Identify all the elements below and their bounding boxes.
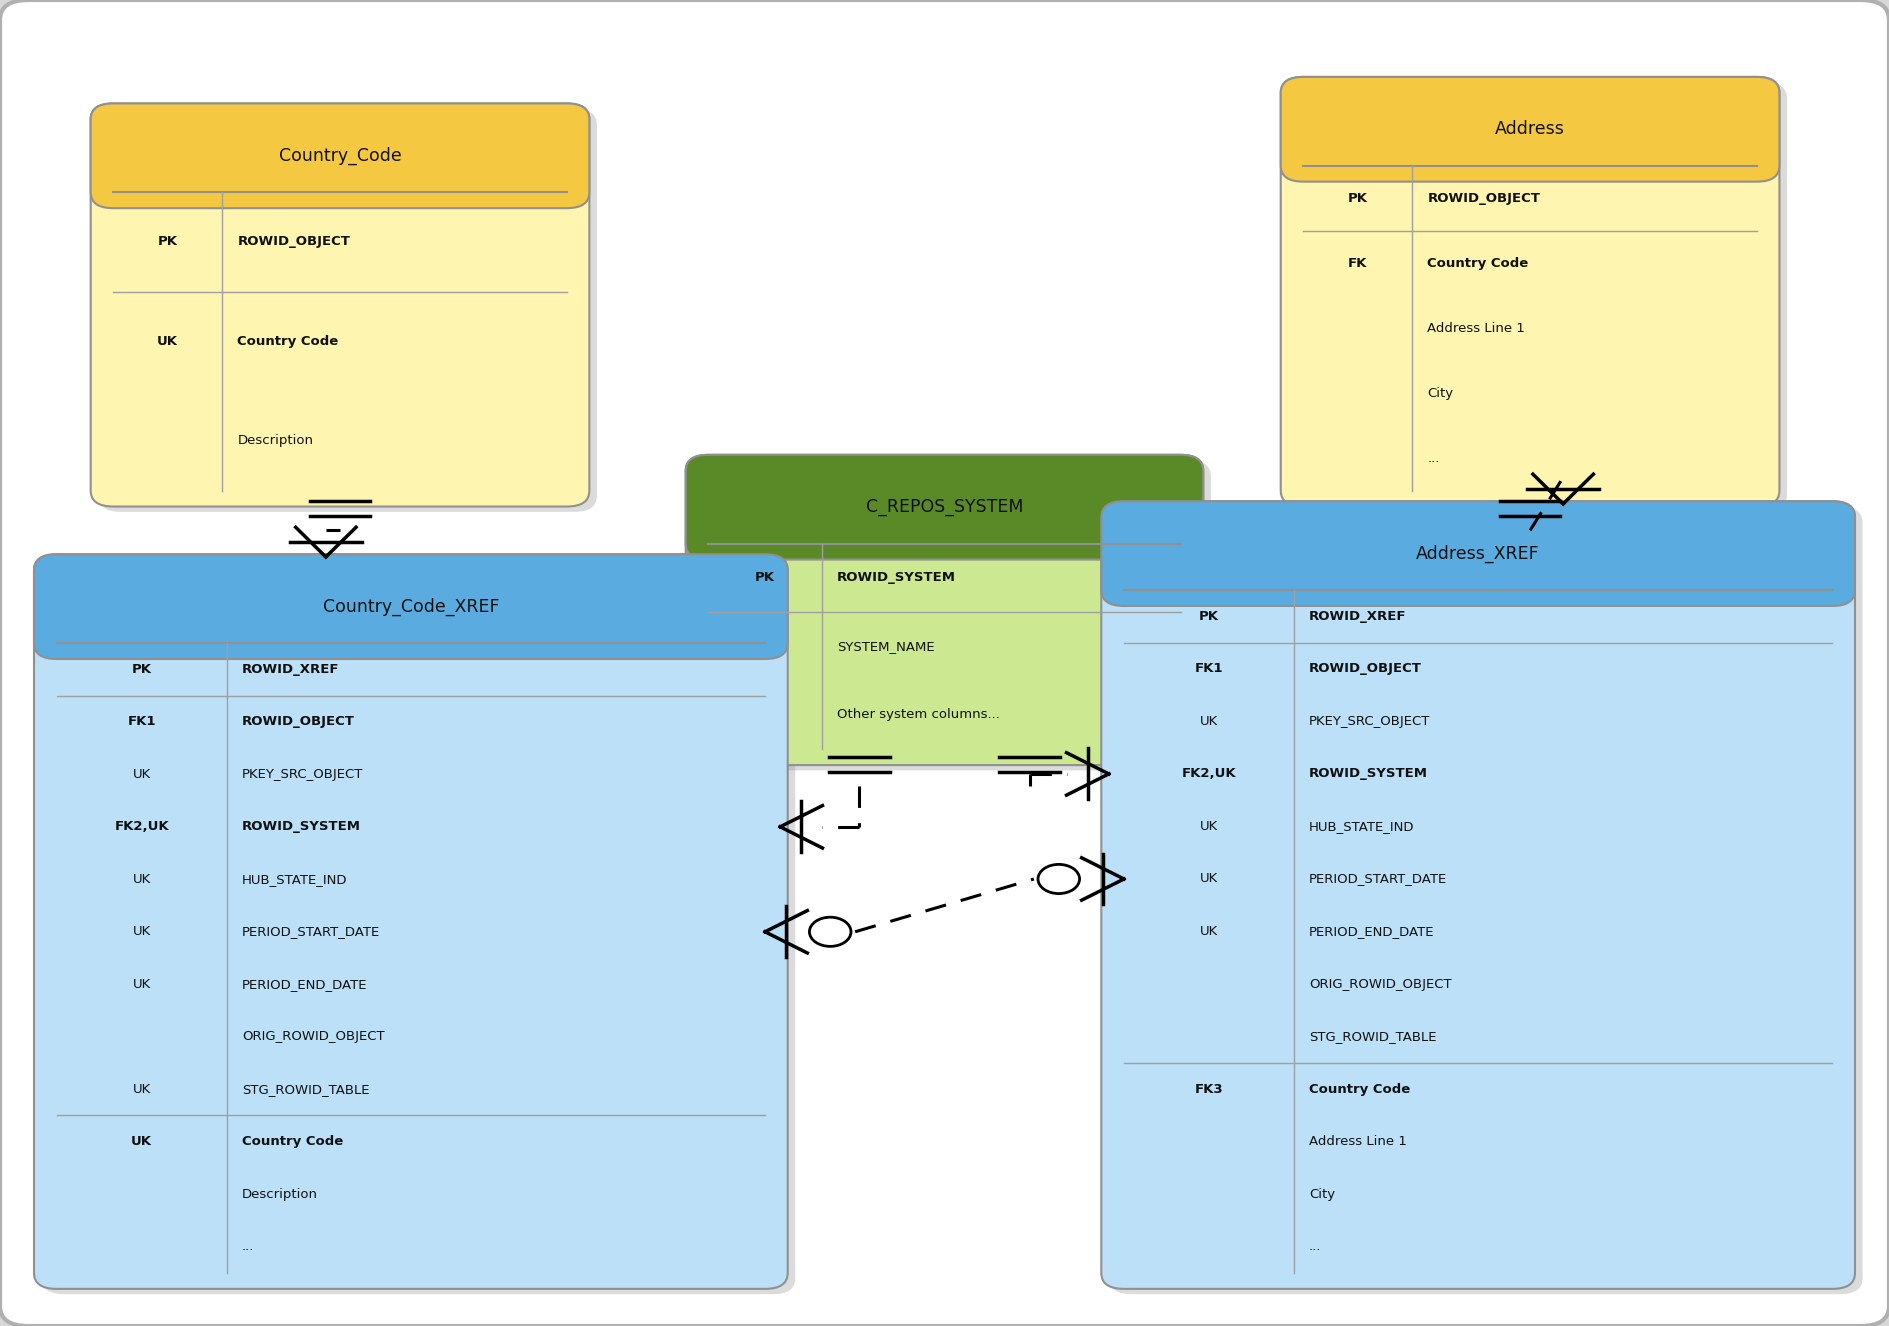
Text: PERIOD_END_DATE: PERIOD_END_DATE: [1309, 926, 1434, 937]
Text: FK: FK: [1349, 257, 1368, 269]
Text: ROWID_OBJECT: ROWID_OBJECT: [1309, 663, 1422, 675]
Text: Other system columns...: Other system columns...: [837, 708, 999, 721]
Text: PERIOD_START_DATE: PERIOD_START_DATE: [242, 926, 380, 939]
Text: FK3: FK3: [1194, 1082, 1224, 1095]
FancyBboxPatch shape: [1101, 501, 1855, 1289]
Text: UK: UK: [132, 1083, 151, 1095]
FancyBboxPatch shape: [1288, 82, 1787, 512]
Bar: [731, 500, 1158, 544]
FancyBboxPatch shape: [34, 554, 788, 659]
FancyBboxPatch shape: [1281, 77, 1779, 507]
Text: Country Code: Country Code: [242, 1135, 344, 1148]
Bar: [1147, 546, 1810, 590]
Text: City: City: [1428, 387, 1453, 399]
Text: ROWID_OBJECT: ROWID_OBJECT: [238, 236, 349, 248]
FancyBboxPatch shape: [91, 103, 589, 208]
Text: UK: UK: [1200, 819, 1218, 833]
Text: ...: ...: [1309, 1240, 1322, 1253]
Text: Country Code: Country Code: [1428, 257, 1528, 269]
FancyBboxPatch shape: [686, 455, 1203, 560]
Text: ROWID_SYSTEM: ROWID_SYSTEM: [1309, 768, 1428, 781]
FancyBboxPatch shape: [1281, 77, 1779, 182]
Text: UK: UK: [132, 926, 151, 939]
Text: HUB_STATE_IND: HUB_STATE_IND: [1309, 819, 1415, 833]
Text: UK: UK: [132, 977, 151, 991]
Text: ROWID_SYSTEM: ROWID_SYSTEM: [242, 821, 361, 833]
Text: PERIOD_END_DATE: PERIOD_END_DATE: [242, 977, 366, 991]
Text: PK: PK: [1349, 192, 1368, 204]
Text: FK1: FK1: [127, 715, 157, 728]
Text: UK: UK: [1200, 715, 1218, 728]
Text: STG_ROWID_TABLE: STG_ROWID_TABLE: [242, 1083, 368, 1095]
Text: C_REPOS_SYSTEM: C_REPOS_SYSTEM: [865, 499, 1024, 516]
Text: Country Code: Country Code: [238, 335, 338, 347]
Text: ORIG_ROWID_OBJECT: ORIG_ROWID_OBJECT: [1309, 977, 1453, 991]
Text: Country Code: Country Code: [1309, 1082, 1411, 1095]
Text: UK: UK: [132, 873, 151, 886]
Bar: [136, 149, 544, 192]
Text: PKEY_SRC_OBJECT: PKEY_SRC_OBJECT: [242, 768, 363, 781]
FancyBboxPatch shape: [686, 455, 1203, 765]
Text: SYSTEM_NAME: SYSTEM_NAME: [837, 640, 935, 652]
FancyBboxPatch shape: [91, 103, 589, 507]
Text: PERIOD_START_DATE: PERIOD_START_DATE: [1309, 873, 1447, 886]
Text: Address_XREF: Address_XREF: [1417, 545, 1540, 562]
Text: Address: Address: [1496, 121, 1564, 138]
Bar: [79, 599, 742, 643]
Text: UK: UK: [130, 1135, 153, 1148]
Text: ROWID_OBJECT: ROWID_OBJECT: [1428, 192, 1540, 204]
Text: FK2,UK: FK2,UK: [1183, 768, 1235, 781]
FancyBboxPatch shape: [1109, 507, 1863, 1294]
Text: FK2,UK: FK2,UK: [115, 821, 168, 833]
Text: UK: UK: [1200, 926, 1218, 937]
Text: ...: ...: [1428, 452, 1439, 464]
Text: HUB_STATE_IND: HUB_STATE_IND: [242, 873, 348, 886]
Text: UK: UK: [132, 768, 151, 781]
Text: ...: ...: [242, 1240, 255, 1253]
Text: UK: UK: [157, 335, 178, 347]
Text: Address Line 1: Address Line 1: [1309, 1135, 1407, 1148]
Text: ROWID_XREF: ROWID_XREF: [242, 663, 340, 676]
Text: PK: PK: [1200, 610, 1218, 623]
Text: STG_ROWID_TABLE: STG_ROWID_TABLE: [1309, 1030, 1436, 1044]
Text: PK: PK: [159, 236, 178, 248]
Text: Description: Description: [238, 435, 314, 447]
Text: ROWID_SYSTEM: ROWID_SYSTEM: [837, 572, 956, 585]
Text: UK: UK: [1200, 873, 1218, 886]
Text: Address Line 1: Address Line 1: [1428, 322, 1524, 334]
FancyBboxPatch shape: [98, 109, 597, 512]
FancyBboxPatch shape: [693, 460, 1211, 770]
FancyBboxPatch shape: [1101, 501, 1855, 606]
Bar: [1326, 122, 1734, 166]
Text: ROWID_XREF: ROWID_XREF: [1309, 610, 1407, 623]
FancyBboxPatch shape: [42, 560, 795, 1294]
Text: PK: PK: [132, 663, 151, 676]
Text: ROWID_OBJECT: ROWID_OBJECT: [242, 715, 355, 728]
FancyBboxPatch shape: [34, 554, 788, 1289]
Text: PK: PK: [756, 572, 774, 585]
Text: City: City: [1309, 1188, 1336, 1200]
Text: Country_Code: Country_Code: [280, 147, 400, 164]
Text: FK1: FK1: [1194, 663, 1224, 675]
Text: Country_Code_XREF: Country_Code_XREF: [323, 598, 499, 615]
Text: PKEY_SRC_OBJECT: PKEY_SRC_OBJECT: [1309, 715, 1430, 728]
Text: ORIG_ROWID_OBJECT: ORIG_ROWID_OBJECT: [242, 1030, 385, 1044]
Text: Description: Description: [242, 1188, 317, 1201]
